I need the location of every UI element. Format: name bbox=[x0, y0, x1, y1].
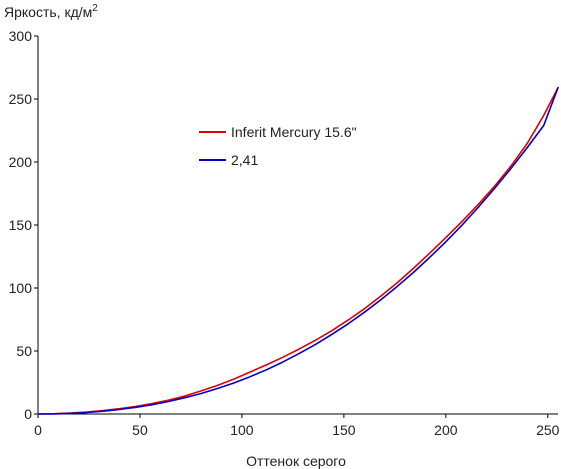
series-lines bbox=[37, 86, 559, 415]
y-axis-title: Яркость, кд/м2 bbox=[4, 3, 98, 20]
series-line-1 bbox=[37, 86, 559, 415]
y-tick-label: 150 bbox=[9, 217, 33, 233]
x-tick-label: 50 bbox=[132, 422, 148, 438]
y-axis-title-superscript: 2 bbox=[92, 3, 98, 14]
x-tick-label: 200 bbox=[434, 422, 458, 438]
x-axis-title: Оттенок серого bbox=[246, 453, 346, 469]
x-tick-label: 100 bbox=[230, 422, 254, 438]
y-tick-label: 100 bbox=[9, 280, 33, 296]
x-tick-label: 0 bbox=[34, 422, 42, 438]
y-tick-label: 300 bbox=[9, 28, 33, 44]
legend-label-1: Inferit Mercury 15.6" bbox=[231, 124, 357, 140]
y-tick-label: 250 bbox=[9, 91, 33, 107]
x-tick-label: 250 bbox=[536, 422, 560, 438]
series-line-2 bbox=[37, 86, 559, 415]
x-tick-label: 150 bbox=[332, 422, 356, 438]
axes: 0 50 100 150 200 250 300 0 50 100 150 200 250 bbox=[9, 28, 560, 438]
y-tick-label: 0 bbox=[24, 406, 32, 422]
y-tick-label: 200 bbox=[9, 154, 33, 170]
legend: Inferit Mercury 15.6" 2,41 bbox=[199, 124, 357, 168]
y-tick-label: 50 bbox=[16, 343, 32, 359]
legend-label-2: 2,41 bbox=[231, 152, 258, 168]
